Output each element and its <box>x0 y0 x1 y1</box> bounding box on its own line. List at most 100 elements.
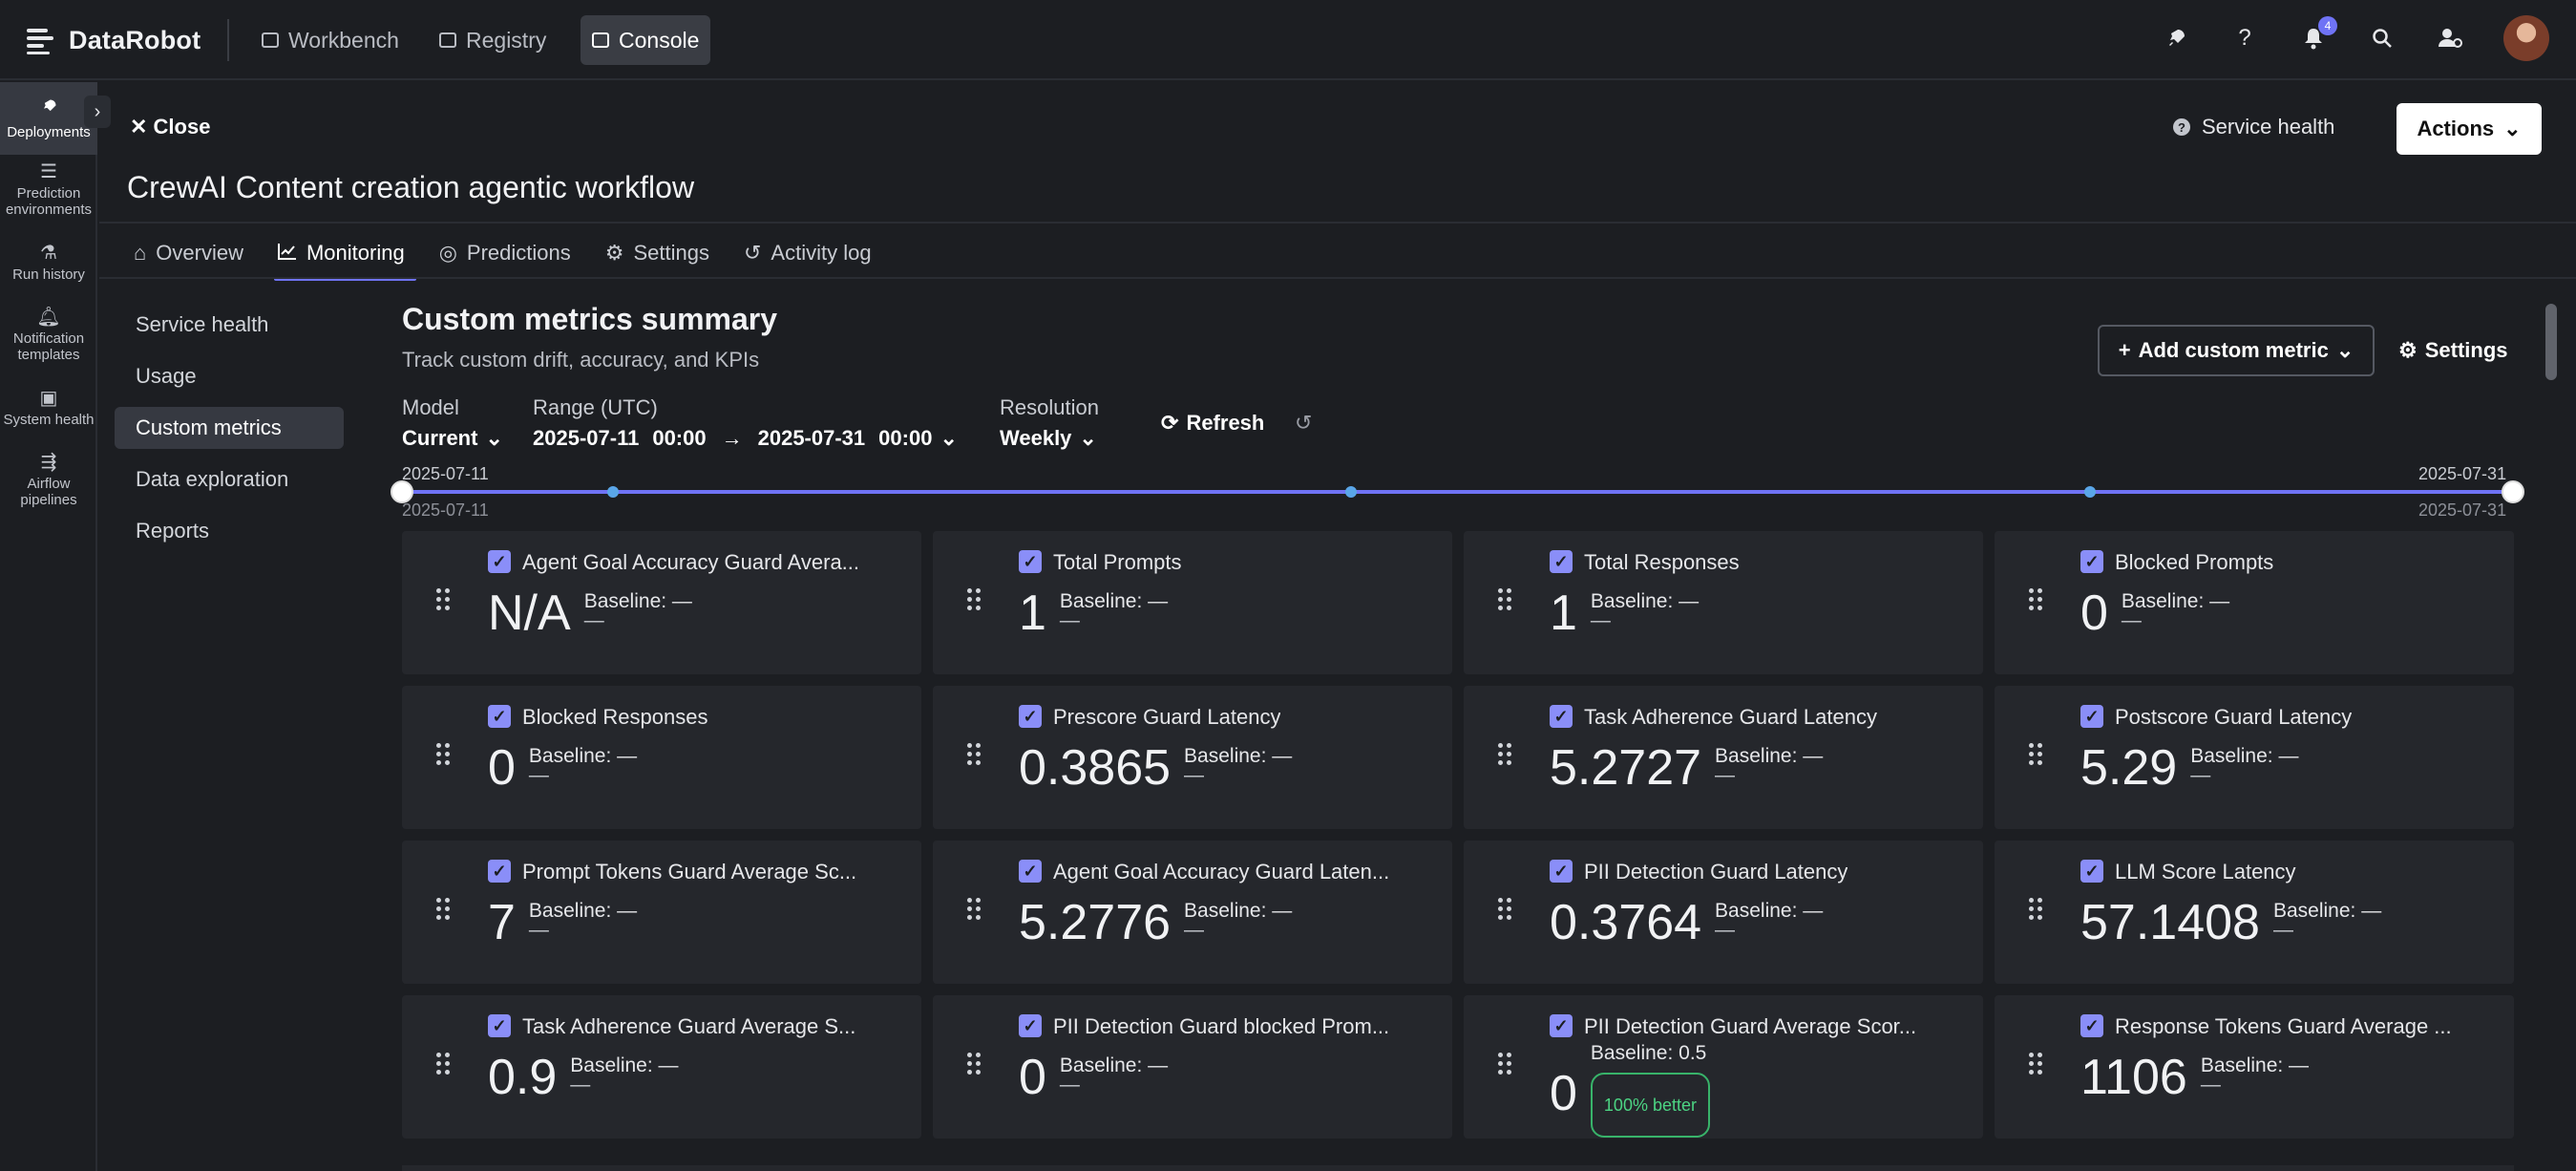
tab-settings[interactable]: ⚙ Settings <box>603 231 721 275</box>
drag-handle-icon[interactable] <box>967 1053 981 1075</box>
tab-monitoring[interactable]: Monitoring <box>273 231 416 281</box>
drag-handle-icon[interactable] <box>436 743 450 766</box>
rocket-icon[interactable] <box>2160 22 2192 54</box>
divider <box>227 19 229 61</box>
drag-handle-icon[interactable] <box>2029 898 2042 921</box>
add-metric-label: Add custom metric <box>2138 338 2329 362</box>
subnav-service-health[interactable]: Service health <box>136 312 269 336</box>
metric-checkbox[interactable]: ✓ <box>488 550 511 573</box>
subnav-reports[interactable]: Reports <box>136 519 210 543</box>
metric-checkbox[interactable]: ✓ <box>1550 1014 1573 1037</box>
nav-registry[interactable]: Registry <box>428 15 558 65</box>
metric-checkbox[interactable]: ✓ <box>2080 705 2103 728</box>
search-icon[interactable] <box>2366 22 2398 54</box>
rail-item-prediction-environments[interactable]: ☰ Prediction environments <box>0 155 97 227</box>
drag-handle-icon[interactable] <box>436 588 450 611</box>
service-health-link[interactable]: ? Service health <box>2173 115 2334 139</box>
refresh-button[interactable]: ⟳ Refresh <box>1161 411 1264 436</box>
metric-card[interactable]: ✓ Agent Goal Accuracy Guard Laten... 5.277… <box>933 841 1452 984</box>
metric-value-row: 0.3865 Baseline: — — <box>1019 739 1292 797</box>
metric-checkbox[interactable]: ✓ <box>1550 705 1573 728</box>
metric-card[interactable]: ✓ Total Responses 1 Baseline: — — <box>1464 531 1983 674</box>
drag-handle-icon[interactable] <box>967 743 981 766</box>
drag-handle-icon[interactable] <box>436 1053 450 1075</box>
rail-item-system-health[interactable]: ▣ System health <box>0 373 97 445</box>
metric-delta: — <box>528 919 549 941</box>
actions-button[interactable]: Actions ⌄ <box>2397 103 2542 155</box>
metric-checkbox[interactable]: ✓ <box>1019 1014 1042 1037</box>
metrics-settings-button[interactable]: ⚙ Settings <box>2398 338 2508 363</box>
rail-item-airflow-pipelines[interactable]: ⇶ Airflow pipelines <box>0 445 97 518</box>
bell-icon[interactable]: 4 <box>2297 16 2337 54</box>
subnav-custom-metrics[interactable]: Custom metrics <box>115 407 344 449</box>
drag-handle-icon[interactable] <box>2029 588 2042 611</box>
metric-card[interactable]: ✓ Postscore Guard Latency 5.29 Baseline: — — <box>1995 686 2514 829</box>
drag-handle-icon[interactable] <box>1498 898 1511 921</box>
metric-card[interactable]: ✓ Blocked Prompts 0 Baseline: — — <box>1995 531 2514 674</box>
metric-checkbox[interactable]: ✓ <box>1550 860 1573 883</box>
scrollbar[interactable] <box>2545 304 2557 380</box>
metric-card[interactable]: ✓ PII Detection Guard blocked Prom... 0 Bas… <box>933 995 1452 1139</box>
drag-handle-icon[interactable] <box>436 898 450 921</box>
drag-handle-icon[interactable] <box>2029 1053 2042 1075</box>
drag-handle-icon[interactable] <box>2029 743 2042 766</box>
close-button[interactable]: ✕ Close <box>130 115 210 139</box>
rail-item-notification-templates[interactable]: 🔔︎ Notification templates <box>0 300 97 373</box>
metric-checkbox[interactable]: ✓ <box>488 1014 511 1037</box>
brand[interactable]: DataRobot <box>27 21 201 59</box>
rail-item-run-history[interactable]: ⚗ Run history <box>0 227 97 300</box>
metric-value: 0.3764 <box>1550 895 1702 950</box>
rail-expand-button[interactable]: › <box>84 96 111 128</box>
metric-value: 5.29 <box>2080 740 2178 796</box>
metric-card[interactable]: ✓ PII Detection Guard Latency 0.3764 Baseli… <box>1464 841 1983 984</box>
metric-card[interactable]: ✓ Task Adherence Guard Latency 5.2727 Basel… <box>1464 686 1983 829</box>
help-icon[interactable]: ? <box>2238 25 2251 51</box>
metric-checkbox[interactable]: ✓ <box>2080 860 2103 883</box>
drag-handle-icon[interactable] <box>1498 1053 1511 1075</box>
metric-checkbox[interactable]: ✓ <box>488 705 511 728</box>
tab-overview[interactable]: ⌂ Overview <box>132 231 255 275</box>
drag-handle-icon[interactable] <box>1498 743 1511 766</box>
metric-checkbox[interactable]: ✓ <box>2080 550 2103 573</box>
model-select[interactable]: Current ⌄ <box>402 426 503 451</box>
user-settings-icon[interactable] <box>2435 22 2467 54</box>
subnav-usage[interactable]: Usage <box>136 364 197 388</box>
refresh-icon: ⟳ <box>1161 411 1179 435</box>
metric-card[interactable]: ✓ LLM Score Latency 57.1408 Baseline: — — <box>1995 841 2514 984</box>
tab-activity-log[interactable]: ↺ Activity log <box>742 231 883 275</box>
metric-baseline: Baseline: — <box>1715 745 1824 767</box>
range-select[interactable]: 2025-07-11 00:00 → 2025-07-31 00:00 ⌄ <box>533 426 958 451</box>
resolution-select[interactable]: Weekly ⌄ <box>1000 426 1099 451</box>
metric-card[interactable]: ✓ Agent Goal Accuracy Guard Avera... N/A Ba… <box>402 531 921 674</box>
slider-start-handle[interactable] <box>391 480 413 503</box>
metric-checkbox[interactable]: ✓ <box>1550 550 1573 573</box>
drag-handle-icon[interactable] <box>967 898 981 921</box>
metric-checkbox[interactable]: ✓ <box>1019 860 1042 883</box>
nav-console[interactable]: Console <box>581 15 711 65</box>
reset-icon[interactable]: ↺ <box>1295 411 1313 435</box>
tab-predictions[interactable]: ◎ Predictions <box>437 231 582 275</box>
metric-checkbox[interactable]: ✓ <box>488 860 511 883</box>
metric-card[interactable]: ✓ Prescore Guard Latency 0.3865 Baseline: —… <box>933 686 1452 829</box>
slider-end-handle[interactable] <box>2502 480 2524 503</box>
metric-checkbox[interactable]: ✓ <box>1019 705 1042 728</box>
avatar[interactable] <box>2503 15 2549 61</box>
drag-handle-icon[interactable] <box>967 588 981 611</box>
metric-card[interactable]: ✓ Task Adherence Guard Average S... 0.9 Bas… <box>402 995 921 1139</box>
add-custom-metric-button[interactable]: + Add custom metric ⌄ <box>2098 325 2375 376</box>
nav-workbench[interactable]: Workbench <box>250 15 411 65</box>
metric-card[interactable]: ✓ Blocked Responses 0 Baseline: — — <box>402 686 921 829</box>
rail-item-deployments[interactable]: Deployments <box>0 82 97 155</box>
date-range-slider[interactable] <box>402 490 2514 494</box>
metric-value-row: 0 Baseline: — — <box>488 739 637 797</box>
metric-checkbox[interactable]: ✓ <box>1019 550 1042 573</box>
metric-card[interactable]: ✓ Response Tokens Guard Average ... 1106 Ba… <box>1995 995 2514 1139</box>
metric-checkbox[interactable]: ✓ <box>2080 1014 2103 1037</box>
metric-card[interactable]: ✓ PII Detection Guard Average Scor... 0 Bas… <box>1464 995 1983 1139</box>
subnav-data-exploration[interactable]: Data exploration <box>136 467 289 491</box>
slider-tick <box>607 486 619 498</box>
metric-card[interactable]: ✓ Prompt Tokens Guard Average Sc... 7 Basel… <box>402 841 921 984</box>
range-start-time: 00:00 <box>652 426 707 450</box>
drag-handle-icon[interactable] <box>1498 588 1511 611</box>
metric-card[interactable]: ✓ Total Prompts 1 Baseline: — — <box>933 531 1452 674</box>
